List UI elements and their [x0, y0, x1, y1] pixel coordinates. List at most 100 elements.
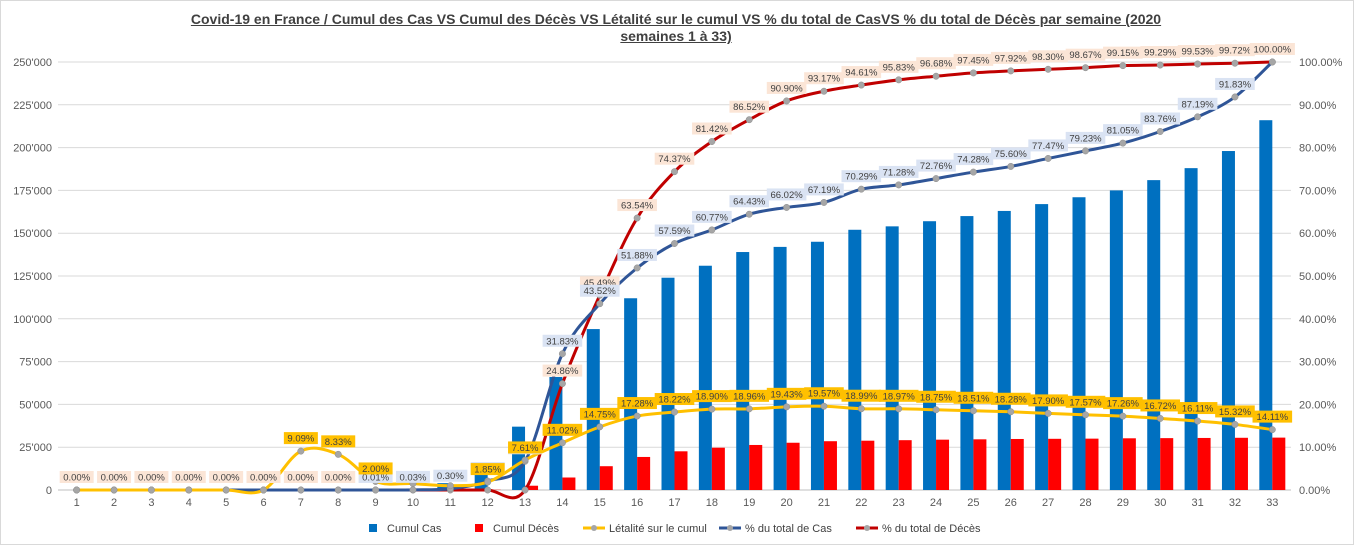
bar-cumul-cas: [1073, 197, 1086, 490]
x-axis-tick-label: 29: [1117, 497, 1129, 509]
data-label--du-total-de-cas: 60.77%: [696, 212, 729, 223]
x-axis-tick-label: 9: [373, 497, 379, 509]
data-label--du-total-de-cas: 57.59%: [658, 226, 691, 237]
left-axis-tick-label: 25'000: [19, 442, 52, 454]
data-label--du-total-de-cas: 91.83%: [1219, 79, 1252, 90]
bar-cumul-d-c-s: [1160, 438, 1173, 490]
point--du-total-de-cas: [634, 265, 640, 271]
legend-marker--du-total-de-d-c-s: [864, 525, 870, 531]
data-label--du-total-de-cas: 66.02%: [770, 190, 803, 201]
bar-cumul-cas: [960, 216, 973, 490]
data-label-l-talit-sur-le-cumul: 17.57%: [1069, 397, 1102, 408]
data-label--du-total-de-cas: 74.28%: [957, 155, 990, 166]
x-axis-tick-label: 28: [1079, 497, 1091, 509]
data-label--du-total-de-d-c-s: 94.61%: [845, 68, 878, 79]
data-label--du-total-de-d-c-s: 0.00%: [250, 473, 277, 484]
data-label--du-total-de-cas: 87.19%: [1181, 99, 1214, 110]
bar-cumul-d-c-s: [712, 448, 725, 490]
x-axis-tick-label: 1: [74, 497, 80, 509]
legend-label--du-total-de-d-c-s: % du total de Décès: [882, 523, 981, 535]
point--du-total-de-d-c-s: [559, 380, 565, 386]
x-axis-tick-label: 17: [668, 497, 680, 509]
data-label--du-total-de-d-c-s: 81.42%: [696, 124, 729, 135]
left-axis-tick-label: 225'000: [13, 100, 52, 112]
data-label-l-talit-sur-le-cumul: 18.99%: [845, 391, 878, 402]
legend-marker-l-talit-sur-le-cumul: [591, 525, 597, 531]
data-label--du-total-de-cas: 67.19%: [808, 185, 841, 196]
data-label--du-total-de-d-c-s: 86.52%: [733, 102, 766, 113]
data-label--du-total-de-d-c-s: 98.67%: [1069, 50, 1102, 61]
point--du-total-de-cas: [1008, 163, 1014, 169]
point--du-total-de-d-c-s: [1194, 61, 1200, 67]
point-l-talit-sur-le-cumul: [298, 448, 304, 454]
legend-label-l-talit-sur-le-cumul: Létalité sur le cumul: [609, 523, 707, 535]
bar-cumul-d-c-s: [675, 451, 688, 490]
bar-cumul-cas: [848, 230, 861, 490]
legend-marker--du-total-de-cas: [727, 525, 733, 531]
data-label--du-total-de-d-c-s: 100.00%: [1254, 45, 1292, 56]
data-label--du-total-de-d-c-s: 97.45%: [957, 55, 990, 66]
bar-cumul-cas: [886, 226, 899, 490]
bar-cumul-cas: [998, 211, 1011, 490]
legend-swatch-cumul-d-c-s: [475, 524, 483, 532]
point--du-total-de-cas: [372, 487, 378, 493]
right-axis-tick-label: 60.00%: [1299, 228, 1337, 240]
point-l-talit-sur-le-cumul: [597, 424, 603, 430]
point-l-talit-sur-le-cumul: [783, 404, 789, 410]
point--du-total-de-cas: [709, 227, 715, 233]
right-axis-tick-label: 100.00%: [1299, 57, 1343, 69]
point--du-total-de-cas: [410, 487, 416, 493]
x-axis-tick-label: 32: [1229, 497, 1241, 509]
x-axis-tick-label: 21: [818, 497, 830, 509]
point--du-total-de-d-c-s: [1045, 66, 1051, 72]
right-axis-tick-label: 50.00%: [1299, 271, 1337, 283]
x-axis-tick-label: 4: [186, 497, 192, 509]
bar-cumul-d-c-s: [824, 441, 837, 490]
data-label--du-total-de-cas: 83.76%: [1144, 114, 1177, 125]
x-axis-tick-label: 14: [556, 497, 568, 509]
point--du-total-de-cas: [1120, 140, 1126, 146]
data-label--du-total-de-cas: 81.05%: [1107, 126, 1140, 137]
point--du-total-de-cas: [1194, 114, 1200, 120]
point-l-talit-sur-le-cumul: [111, 487, 117, 493]
x-axis-tick-label: 13: [519, 497, 531, 509]
data-label--du-total-de-d-c-s: 93.17%: [808, 74, 841, 85]
data-label-l-talit-sur-le-cumul: 9.09%: [287, 434, 314, 445]
bar-cumul-d-c-s: [1235, 438, 1248, 490]
data-label-l-talit-sur-le-cumul: 2.00%: [362, 464, 389, 475]
data-label--du-total-de-d-c-s: 0.00%: [325, 473, 352, 484]
point--du-total-de-cas: [821, 199, 827, 205]
data-label--du-total-de-d-c-s: 97.92%: [995, 53, 1028, 64]
point-l-talit-sur-le-cumul: [260, 487, 266, 493]
point--du-total-de-d-c-s: [484, 487, 490, 493]
point--du-total-de-cas: [783, 204, 789, 210]
line--du-total-de-d-c-s: [77, 62, 1273, 498]
point-l-talit-sur-le-cumul: [1082, 412, 1088, 418]
point-l-talit-sur-le-cumul: [746, 406, 752, 412]
data-label--du-total-de-d-c-s: 99.53%: [1181, 47, 1214, 58]
right-axis-tick-label: 30.00%: [1299, 357, 1337, 369]
legend-label-cumul-d-c-s: Cumul Décès: [493, 523, 560, 535]
point-l-talit-sur-le-cumul: [1194, 418, 1200, 424]
point--du-total-de-d-c-s: [1157, 62, 1163, 68]
left-axis-tick-label: 50'000: [19, 399, 52, 411]
right-axis-tick-label: 20.00%: [1299, 399, 1337, 411]
point--du-total-de-cas: [933, 175, 939, 181]
x-axis-tick-label: 27: [1042, 497, 1054, 509]
x-axis-tick-label: 19: [743, 497, 755, 509]
data-label-l-talit-sur-le-cumul: 17.90%: [1032, 396, 1065, 407]
point-l-talit-sur-le-cumul: [671, 409, 677, 415]
data-label--du-total-de-cas: 31.83%: [546, 336, 579, 347]
bar-cumul-cas: [1259, 120, 1272, 490]
x-axis-tick-label: 15: [594, 497, 606, 509]
x-axis-tick-label: 12: [482, 497, 494, 509]
data-label--du-total-de-d-c-s: 98.30%: [1032, 52, 1065, 63]
bar-cumul-cas: [923, 221, 936, 490]
bar-cumul-d-c-s: [749, 445, 762, 490]
x-axis-tick-label: 5: [223, 497, 229, 509]
point--du-total-de-d-c-s: [746, 116, 752, 122]
bar-cumul-cas: [736, 252, 749, 490]
data-label--du-total-de-d-c-s: 0.00%: [287, 473, 314, 484]
data-label--du-total-de-d-c-s: 74.37%: [658, 154, 691, 165]
